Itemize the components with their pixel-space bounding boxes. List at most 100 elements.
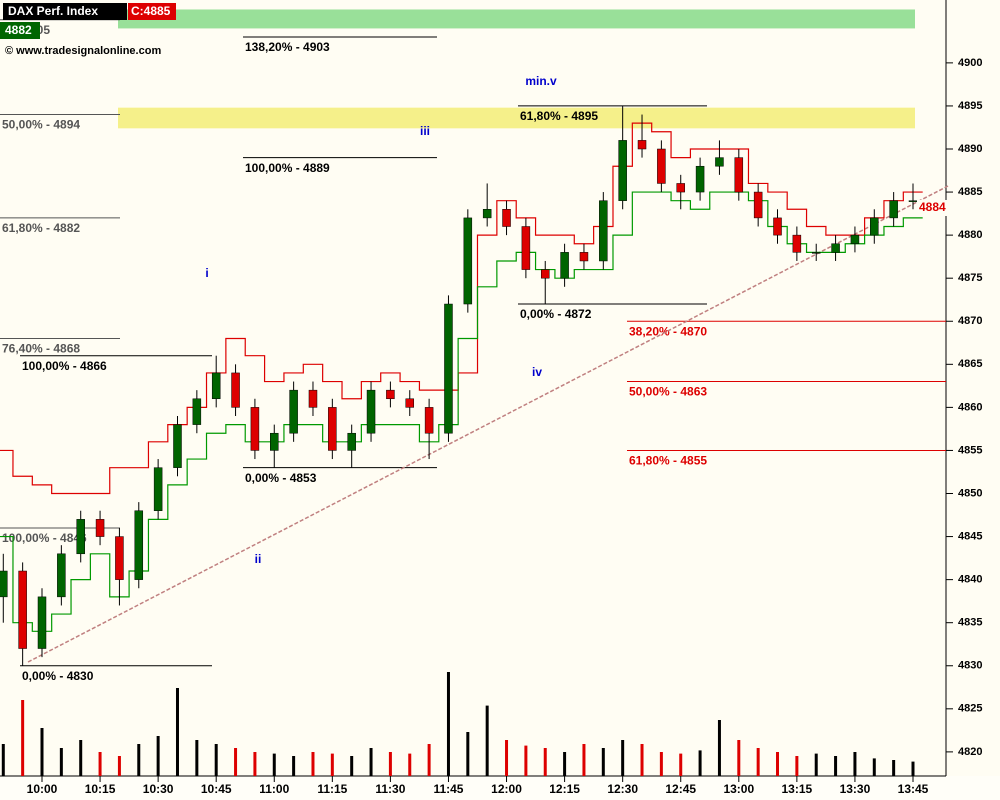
wave-label: i — [205, 266, 208, 280]
volume-bar — [137, 744, 141, 776]
volume-bar — [466, 732, 470, 776]
y-tick-label: 4870 — [958, 315, 982, 327]
volume-bar — [292, 756, 296, 776]
candle-body — [95, 519, 105, 537]
volume-bar — [679, 753, 683, 776]
volume-bar — [234, 748, 238, 776]
price-tag-box — [917, 200, 949, 216]
candle-body — [753, 191, 763, 219]
wave-label: iii — [420, 124, 430, 138]
candle-body — [676, 183, 685, 193]
volume-bar — [892, 760, 896, 776]
fib-label: 50,00% - 4894 — [2, 118, 80, 132]
y-tick-label: 4890 — [958, 143, 982, 155]
candle-body — [37, 596, 47, 649]
y-tick-label: 4855 — [958, 444, 982, 456]
volume-bar — [40, 728, 44, 776]
x-tick-label: 10:45 — [201, 782, 232, 796]
candle-body — [908, 200, 918, 202]
candle-body — [386, 389, 395, 400]
candle-body — [308, 389, 318, 408]
volume-bar — [563, 752, 567, 776]
y-tick-label: 4865 — [958, 358, 982, 370]
candle-body — [463, 217, 473, 305]
candle-body — [57, 553, 66, 598]
wave-label: min.v — [525, 74, 557, 88]
volume-bar — [253, 752, 257, 776]
candle-body — [211, 372, 221, 400]
volume-bar — [698, 750, 702, 776]
candle-body — [850, 234, 860, 244]
candle-body — [792, 234, 802, 253]
y-tick-label: 4895 — [958, 100, 982, 112]
volume-bar — [505, 740, 509, 776]
x-tick-label: 10:30 — [143, 782, 174, 796]
volume-bar — [872, 758, 876, 776]
volume-bar — [621, 740, 625, 776]
fib-label: 76,40% - 4868 — [2, 342, 80, 356]
x-tick-label: 12:15 — [549, 782, 580, 796]
y-tick-label: 4860 — [958, 401, 982, 413]
volume-bar — [21, 700, 25, 776]
volume-bar — [59, 748, 63, 776]
wave-label: iv — [532, 365, 542, 379]
title-box — [3, 3, 127, 20]
volume-bar — [717, 720, 721, 776]
y-tick-label: 4900 — [958, 57, 982, 69]
x-tick-label: 13:45 — [898, 782, 929, 796]
candle-body — [773, 217, 782, 236]
chart-title: DAX Perf. Index — [8, 4, 98, 18]
fib-label: 100,00% - 4846 — [2, 531, 87, 545]
volume-bar — [446, 672, 450, 776]
close-label: C:4885 — [131, 4, 171, 18]
volume-bar — [175, 688, 179, 776]
y-tick-label: 4830 — [958, 660, 982, 672]
volume-bar — [330, 753, 334, 776]
fib-label: 100,00% - 4866 — [22, 359, 107, 373]
candle-body — [405, 398, 415, 408]
wave-label: ii — [255, 552, 262, 566]
stop-line — [0, 191, 923, 632]
fib-label: 61,80% - 4882 — [2, 221, 80, 235]
y-tick-label: 4875 — [958, 272, 982, 284]
fib-label: 61,80% - 4895 — [520, 109, 598, 123]
volume-bar — [408, 753, 412, 776]
candle-body — [560, 252, 569, 279]
candle-body — [637, 140, 647, 150]
candle-body — [0, 570, 8, 598]
volume-bar — [814, 753, 818, 776]
candle-body — [599, 200, 608, 262]
x-tick-label: 12:00 — [491, 782, 522, 796]
x-tick-label: 11:00 — [259, 782, 289, 796]
y-tick-label: 4885 — [958, 186, 982, 198]
volume-bar — [582, 744, 586, 776]
volume-bar — [853, 752, 857, 776]
y-tick-label: 4825 — [958, 703, 982, 715]
close-box — [128, 3, 176, 20]
trend-line — [27, 185, 949, 663]
fib-label: 100,00% - 4889 — [245, 161, 330, 175]
zone — [118, 9, 915, 29]
volume-bar — [214, 744, 218, 776]
volume-bar — [524, 745, 528, 776]
candle-body — [424, 407, 434, 434]
candle-body — [270, 432, 279, 451]
volume-bar — [640, 744, 644, 776]
candle-body — [134, 510, 144, 580]
candle-body — [657, 148, 666, 184]
candle-body — [695, 165, 705, 193]
volume-bar — [737, 740, 741, 776]
candle-body — [889, 200, 898, 219]
candle-body — [502, 209, 511, 227]
x-tick-label: 10:00 — [27, 782, 58, 796]
y-tick-label: 4850 — [958, 487, 982, 499]
x-tick-label: 11:45 — [433, 782, 463, 796]
y-tick-label: 4840 — [958, 574, 982, 586]
volume-bar — [79, 740, 83, 776]
x-tick-label: 13:30 — [840, 782, 871, 796]
volume-bar — [834, 756, 838, 776]
zone — [118, 107, 915, 129]
candle-body — [734, 157, 744, 193]
